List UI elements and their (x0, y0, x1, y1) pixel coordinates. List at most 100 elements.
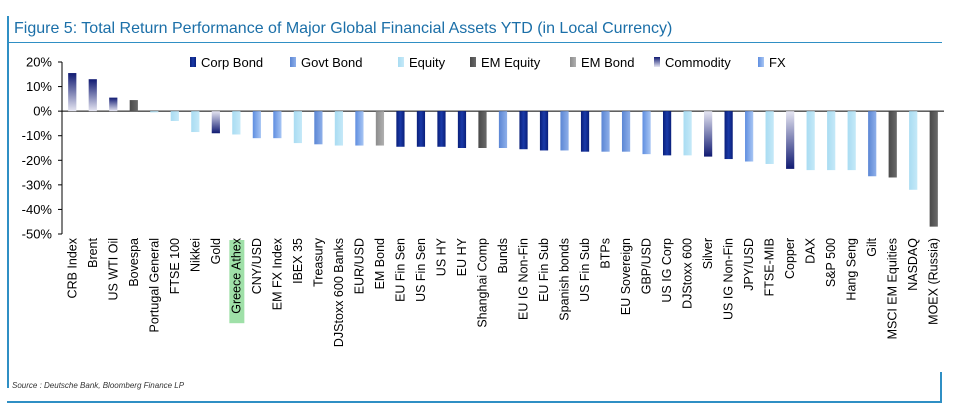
x-tick-label: GBP/USD (640, 238, 654, 294)
legend-swatch-commodity (654, 57, 660, 67)
x-tick-label: US WTI Oil (106, 238, 120, 301)
bars-group (68, 73, 938, 227)
x-tick-label: CNY/USD (250, 238, 264, 294)
bar-us-fin-sen (416, 111, 426, 147)
y-tick-label: -30% (22, 177, 53, 192)
x-tick-label: EU Fin Sub (537, 238, 551, 302)
highlight-label-bg (229, 240, 245, 324)
x-tick-label: US IG Corp (660, 238, 674, 303)
y-tick-label: 20% (26, 55, 52, 70)
bar-eur-usd (355, 111, 364, 146)
x-tick-label: Shanghai Comp (475, 238, 489, 328)
x-tick-label: EM FX Index (270, 237, 284, 310)
x-tick-label: MSCI EM Equities (886, 238, 900, 339)
x-tick-label: Gold (209, 238, 223, 264)
bar-eu-hy (457, 111, 467, 148)
legend-label-govt: Govt Bond (301, 55, 362, 70)
bar-eu-fin-sub (539, 111, 549, 151)
bar-bunds (498, 111, 508, 148)
bar-jpy-usd (745, 111, 754, 162)
bar-moex-russia (929, 111, 938, 227)
frame-left-rule (7, 16, 9, 388)
x-tick-label: US Fin Sub (578, 238, 592, 302)
x-tick-label: FTSE-MIB (763, 238, 777, 296)
legend-swatch-corp (190, 57, 196, 67)
bar-djstoxx-600 (683, 111, 692, 156)
x-tick-label: CRB Index (65, 237, 79, 298)
x-tick-label: Gilt (865, 237, 879, 256)
x-tick-label: EU HY (455, 237, 469, 276)
bar-treasury (314, 111, 323, 145)
bar-brent (88, 79, 97, 112)
bar-us-wti-oil (109, 97, 118, 112)
bar-greece-athex (232, 111, 241, 135)
bar-ibex-35 (293, 111, 302, 144)
x-tick-label: Hang Seng (845, 238, 859, 301)
x-tick-label: Spanish bonds (558, 238, 572, 321)
x-tick-label: US IG Non-Fin (722, 238, 736, 320)
x-tick-label: Treasury (311, 237, 325, 287)
frame-right-rule (940, 372, 942, 402)
legend-swatch-embond (570, 57, 576, 67)
y-tick-label: -50% (22, 227, 53, 242)
x-tick-label: FTSE 100 (168, 238, 182, 294)
legend-swatch-govt (290, 57, 296, 67)
bar-eu-ig-non-fin (519, 111, 528, 150)
bar-copper (786, 111, 795, 169)
legend-label-commodity: Commodity (665, 55, 731, 70)
title-underline (7, 42, 942, 43)
bar-ftse-mib (765, 111, 774, 164)
bar-gilt (868, 111, 877, 177)
x-tick-label: US HY (434, 237, 448, 276)
x-tick-label: EUR/USD (352, 238, 366, 294)
x-tick-label: DAX (804, 237, 818, 263)
bar-spanish-bonds (560, 111, 569, 151)
bar-btps (601, 111, 610, 152)
bar-gbp-usd (642, 111, 651, 155)
x-tick-label: Bovespa (127, 238, 141, 287)
legend-label-equity: Equity (409, 55, 446, 70)
x-tick-label: BTPs (599, 238, 613, 269)
bar-dax (806, 111, 815, 171)
x-tick-label: EU Fin Sen (393, 238, 407, 302)
x-tick-label: Bunds (496, 238, 510, 273)
bar-us-ig-corp (662, 111, 672, 156)
y-tick-label: -10% (22, 128, 53, 143)
bar-em-fx-index (273, 111, 282, 139)
bar-silver (704, 111, 713, 157)
legend: Corp Bond Govt Bond Equity EM Equity EM Bond… (190, 55, 786, 70)
y-tick-label: -20% (22, 153, 53, 168)
x-tick-label: JPY/USD (742, 238, 756, 291)
x-tick-label: Silver (701, 238, 715, 269)
bar-s-p-500 (827, 111, 836, 171)
y-tick-label: 10% (26, 79, 52, 94)
bar-msci-em-equities (888, 111, 897, 178)
legend-label-emeq: EM Equity (481, 55, 541, 70)
x-tick-label: DJStoxx 600 (681, 238, 695, 309)
chart-title: Figure 5: Total Return Performance of Ma… (14, 20, 673, 37)
x-tick-label: EM Bond (373, 238, 387, 289)
bar-shanghai-comp (478, 111, 487, 148)
x-tick-label: EU IG Non-Fin (517, 238, 531, 320)
bar-nikkei (191, 111, 200, 133)
legend-swatch-equity (398, 57, 404, 67)
x-tick-label: US Fin Sen (414, 238, 428, 302)
x-tick-label: S&P 500 (824, 238, 838, 287)
legend-swatch-fx (758, 57, 764, 67)
bar-hang-seng (847, 111, 856, 171)
legend-swatch-emeq (470, 57, 476, 67)
x-tick-label: IBEX 35 (291, 238, 305, 284)
bar-nasdaq (909, 111, 918, 190)
x-tick-label: DJStoxx 600 Banks (332, 238, 346, 347)
y-tick-label: -40% (22, 202, 53, 217)
bar-bovespa (129, 100, 138, 112)
bar-us-hy (437, 111, 446, 147)
x-tick-label: Nikkei (188, 238, 202, 272)
frame-bottom-rule (7, 401, 942, 403)
x-tick-label: MOEX (Russia) (927, 238, 941, 325)
bar-us-ig-non-fin (724, 111, 733, 160)
bar-crb-index (68, 73, 77, 112)
source-note: Source : Deutsche Bank, Bloomberg Financ… (12, 381, 185, 390)
x-tick-label: Greece Athex (229, 237, 243, 313)
